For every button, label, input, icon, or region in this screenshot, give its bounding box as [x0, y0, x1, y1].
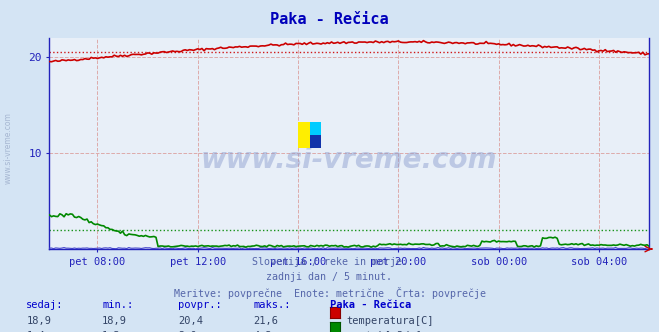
Text: 2,0: 2,0 [178, 331, 196, 332]
Text: 21,6: 21,6 [254, 316, 279, 326]
Text: min.:: min.: [102, 300, 133, 310]
Text: 1,4: 1,4 [26, 331, 45, 332]
Text: 20,4: 20,4 [178, 316, 203, 326]
Text: www.si-vreme.com: www.si-vreme.com [201, 146, 498, 174]
Text: maks.:: maks.: [254, 300, 291, 310]
Text: povpr.:: povpr.: [178, 300, 221, 310]
Text: pretok[m3/s]: pretok[m3/s] [347, 331, 422, 332]
Text: 1,3: 1,3 [102, 331, 121, 332]
Text: 4,2: 4,2 [254, 331, 272, 332]
Text: Paka - Rečica: Paka - Rečica [270, 12, 389, 27]
Text: 18,9: 18,9 [102, 316, 127, 326]
Text: Slovenija / reke in morje.: Slovenija / reke in morje. [252, 257, 407, 267]
Text: sedaj:: sedaj: [26, 300, 64, 310]
Text: 18,9: 18,9 [26, 316, 51, 326]
Text: www.si-vreme.com: www.si-vreme.com [3, 112, 13, 184]
Text: Paka - Rečica: Paka - Rečica [330, 300, 411, 310]
Text: temperatura[C]: temperatura[C] [347, 316, 434, 326]
Text: Meritve: povprečne  Enote: metrične  Črta: povprečje: Meritve: povprečne Enote: metrične Črta:… [173, 287, 486, 298]
Text: zadnji dan / 5 minut.: zadnji dan / 5 minut. [266, 272, 393, 282]
